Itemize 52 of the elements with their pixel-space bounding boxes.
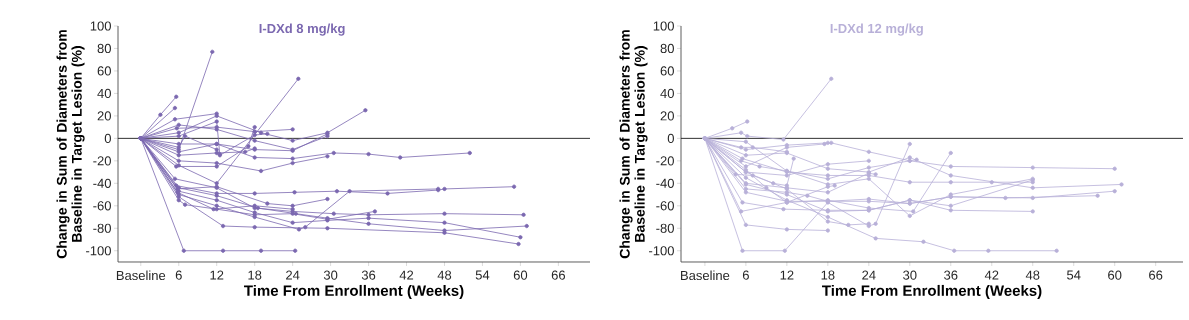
x-tick-label: 24: [286, 270, 300, 280]
x-tick-label: 42: [399, 270, 414, 280]
y-tick-label: 0: [667, 133, 674, 143]
x-tick-label: 60: [513, 270, 528, 280]
x-tick-label: 12: [210, 270, 224, 280]
x-tick-label: 60: [1108, 270, 1122, 280]
y-tick-label: -60: [93, 201, 111, 211]
y-tick-label: 60: [660, 66, 674, 76]
y-axis-title: Change in Sum of Diameters from Baseline in Target Lesion (%): [619, 30, 648, 259]
y-tick-label: 60: [97, 66, 111, 76]
y-tick-label: -100: [86, 246, 111, 256]
y-tick-label: 0: [104, 133, 111, 143]
x-tick-label: 66: [1149, 270, 1163, 280]
x-tick-label: 36: [944, 270, 958, 280]
y-tick-label: -60: [656, 201, 674, 211]
x-tick-label: 48: [437, 270, 452, 280]
y-tick-label: -80: [93, 223, 111, 233]
x-tick-label: 54: [475, 270, 490, 280]
x-tick-label: 36: [361, 270, 376, 280]
y-tick-label: 20: [97, 111, 111, 121]
y-tick-label: -40: [656, 178, 674, 188]
y-axis-title: Change in Sum of Diameters from Baseline in Target Lesion (%): [56, 30, 85, 259]
chart-title: I-DXd 8 mg/kg: [259, 23, 345, 36]
x-tick-label: 24: [862, 270, 876, 280]
y-tick-label: 40: [660, 88, 674, 99]
y-tick-label: -20: [656, 156, 674, 166]
y-tick-label: -20: [93, 156, 111, 166]
x-tick-label: 18: [248, 270, 262, 280]
x-axis-title: Time From Enrollment (Weeks): [244, 284, 464, 299]
x-tick-label: 42: [984, 270, 999, 280]
chart-title: I-DXd 12 mg/kg: [830, 23, 923, 36]
y-tick-label: 80: [660, 43, 674, 54]
y-tick-label: -40: [93, 178, 111, 188]
x-tick-label: Baseline: [116, 270, 166, 281]
x-axis-title: Time From Enrollment (Weeks): [822, 284, 1042, 299]
y-tick-label: 100: [653, 21, 674, 31]
x-tick-label: 6: [175, 270, 182, 280]
y-tick-label: -80: [656, 223, 674, 233]
x-tick-label: 18: [821, 270, 835, 280]
x-tick-label: 30: [903, 270, 917, 280]
y-tick-label: 40: [97, 88, 111, 99]
y-tick-label: 100: [90, 21, 111, 31]
y-tick-label: 80: [97, 43, 111, 54]
x-tick-label: 12: [780, 270, 794, 280]
x-tick-label: 48: [1025, 270, 1040, 280]
y-tick-label: -100: [649, 246, 674, 256]
x-tick-label: 66: [551, 270, 566, 280]
x-tick-label: 54: [1067, 270, 1081, 280]
y-tick-label: 20: [660, 111, 674, 121]
x-tick-label: 30: [323, 270, 338, 280]
x-tick-label: 6: [742, 270, 749, 280]
x-tick-label: Baseline: [681, 270, 730, 281]
